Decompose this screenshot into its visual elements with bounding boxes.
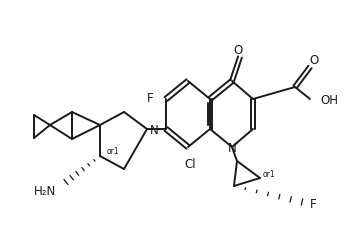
- Text: or1: or1: [263, 170, 275, 179]
- Text: N: N: [228, 142, 236, 155]
- Text: Cl: Cl: [184, 158, 196, 171]
- Text: or1: or1: [107, 147, 119, 156]
- Text: H₂N: H₂N: [34, 185, 56, 198]
- Text: OH: OH: [320, 94, 338, 107]
- Text: O: O: [233, 43, 243, 56]
- Text: F: F: [147, 92, 153, 105]
- Text: N: N: [150, 124, 158, 137]
- Text: O: O: [309, 53, 318, 66]
- Text: F: F: [310, 198, 317, 211]
